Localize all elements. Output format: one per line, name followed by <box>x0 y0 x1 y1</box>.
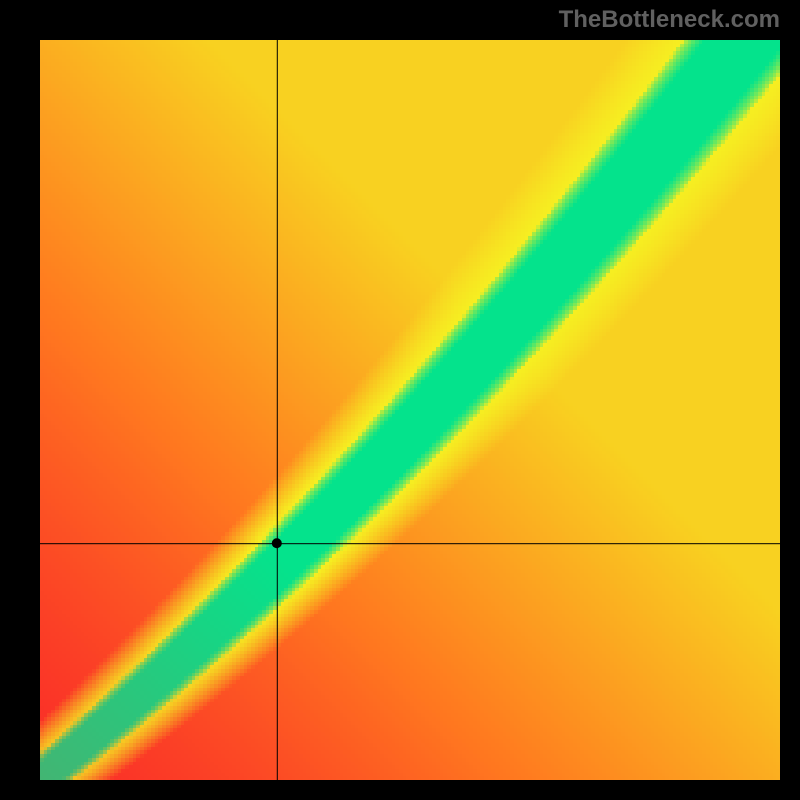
chart-container: TheBottleneck.com <box>0 0 800 800</box>
watermark-text: TheBottleneck.com <box>559 6 780 34</box>
heatmap-canvas <box>40 40 780 780</box>
